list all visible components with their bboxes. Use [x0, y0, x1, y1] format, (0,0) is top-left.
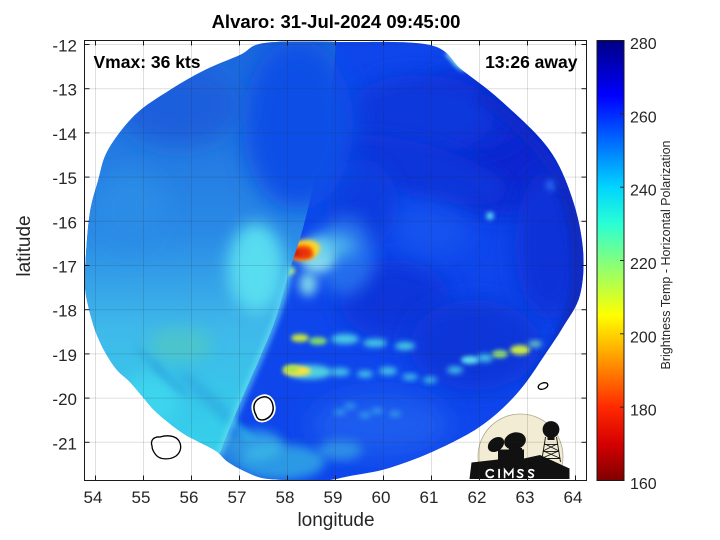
svg-text:220: 220 — [630, 256, 657, 273]
svg-text:longitude: longitude — [297, 510, 374, 531]
svg-text:13:26 away: 13:26 away — [485, 52, 578, 72]
svg-text:60: 60 — [372, 488, 391, 507]
svg-text:56: 56 — [180, 488, 199, 507]
svg-text:59: 59 — [324, 488, 343, 507]
svg-text:Brightness Temp - Horizontal P: Brightness Temp - Horizontal Polarizatio… — [659, 140, 673, 369]
svg-text:280: 280 — [630, 36, 657, 53]
svg-text:-18: -18 — [52, 302, 77, 321]
svg-text:-17: -17 — [52, 258, 77, 277]
svg-text:160: 160 — [630, 476, 657, 493]
svg-text:-20: -20 — [52, 390, 77, 409]
svg-text:Vmax: 36 kts: Vmax: 36 kts — [94, 52, 201, 72]
svg-text:Alvaro: 31-Jul-2024 09:45:00: Alvaro: 31-Jul-2024 09:45:00 — [212, 11, 461, 32]
svg-text:63: 63 — [516, 488, 535, 507]
svg-text:latitude: latitude — [14, 215, 35, 276]
svg-text:61: 61 — [420, 488, 439, 507]
svg-text:200: 200 — [630, 329, 657, 346]
svg-text:-14: -14 — [52, 125, 77, 144]
svg-text:55: 55 — [132, 488, 151, 507]
svg-text:-15: -15 — [52, 169, 77, 188]
svg-text:54: 54 — [84, 488, 103, 507]
svg-text:-13: -13 — [52, 81, 77, 100]
svg-text:58: 58 — [276, 488, 295, 507]
svg-text:64: 64 — [564, 488, 583, 507]
svg-text:-19: -19 — [52, 346, 77, 365]
svg-text:57: 57 — [228, 488, 247, 507]
svg-text:-16: -16 — [52, 213, 77, 232]
svg-text:180: 180 — [630, 403, 657, 420]
svg-text:-12: -12 — [52, 37, 77, 56]
svg-text:-21: -21 — [52, 434, 77, 453]
svg-text:240: 240 — [630, 183, 657, 200]
svg-text:62: 62 — [468, 488, 487, 507]
svg-text:260: 260 — [630, 109, 657, 126]
